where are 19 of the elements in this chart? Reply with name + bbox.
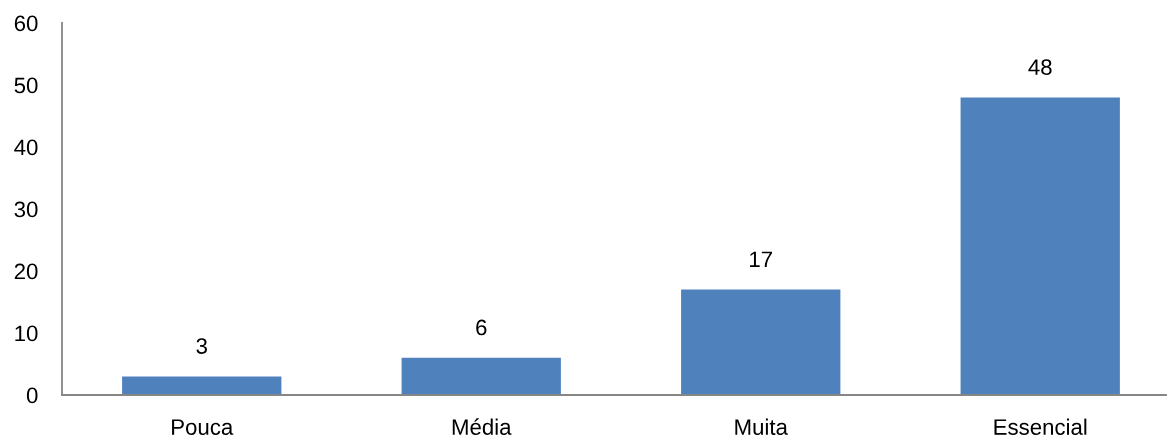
- x-tick-label: Muita: [735, 418, 788, 435]
- data-label: 17: [750, 251, 772, 267]
- y-tick-label: 0: [26, 387, 38, 404]
- bar: [960, 97, 1120, 395]
- bar: [681, 289, 841, 395]
- data-label: 48: [1028, 59, 1052, 75]
- x-tick-label: Média: [452, 418, 512, 435]
- y-tick-label: 30: [14, 201, 38, 218]
- bar: [122, 376, 282, 395]
- bar: [401, 357, 561, 395]
- x-tick-label: Essencial: [994, 418, 1087, 435]
- data-label: 6: [476, 319, 487, 336]
- y-tick-label: 40: [14, 139, 38, 156]
- y-tick-label: 20: [14, 263, 38, 280]
- y-tick-label: 60: [14, 15, 38, 32]
- x-tick-label: Pouca: [172, 419, 234, 435]
- y-tick-label: 10: [15, 325, 38, 342]
- y-tick-label: 50: [14, 77, 38, 94]
- data-label: 3: [196, 338, 207, 354]
